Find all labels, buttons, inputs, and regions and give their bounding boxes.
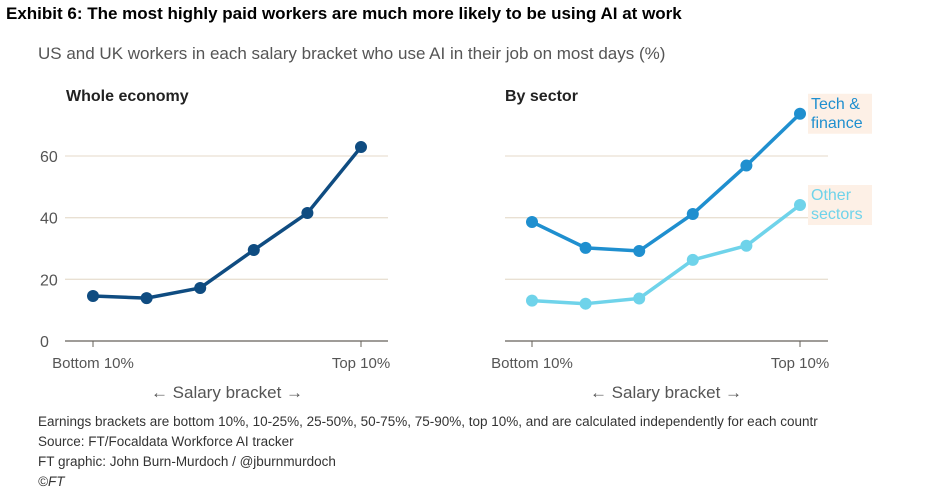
x-axis-label: ← Salary bracket → xyxy=(590,383,742,402)
panel-title: Whole economy xyxy=(66,88,189,105)
data-point xyxy=(686,207,699,220)
panel-title: By sector xyxy=(505,88,578,105)
data-point xyxy=(247,244,260,257)
series-label: Tech & xyxy=(811,96,860,113)
series-label: Other xyxy=(811,187,852,204)
data-point xyxy=(194,281,207,294)
series-label-background xyxy=(808,185,872,226)
x-axis-label: ← Salary bracket → xyxy=(151,383,303,402)
series-label: sectors xyxy=(811,206,863,223)
data-point xyxy=(526,294,538,307)
footnote-brackets: Earnings brackets are bottom 10%, 10-25%… xyxy=(38,414,818,429)
y-tick-label: 0 xyxy=(40,334,49,351)
data-point xyxy=(355,141,367,154)
x-tick-label: Bottom 10% xyxy=(491,355,573,372)
data-point xyxy=(301,207,314,220)
series-line xyxy=(531,203,802,306)
data-point xyxy=(579,241,592,254)
exhibit-title: Exhibit 6: The most highly paid workers … xyxy=(6,4,682,23)
footnote-credit: FT graphic: John Burn-Murdoch / @jburnmu… xyxy=(38,454,336,469)
x-tick-label: Top 10% xyxy=(332,355,390,372)
data-point xyxy=(633,292,646,305)
chart-subtitle: US and UK workers in each salary bracket… xyxy=(38,44,666,63)
data-point xyxy=(794,199,806,212)
series-label-background xyxy=(808,93,872,134)
y-tick-label: 40 xyxy=(40,211,58,228)
series-label: finance xyxy=(811,115,863,132)
data-point xyxy=(87,289,99,302)
data-point xyxy=(140,292,153,305)
series-line xyxy=(92,145,363,300)
footnote-copyright: ©FT xyxy=(38,474,65,489)
x-tick-label: Top 10% xyxy=(771,355,829,372)
data-point xyxy=(633,244,646,257)
x-tick-label: Bottom 10% xyxy=(52,355,134,372)
data-point xyxy=(686,253,699,266)
data-point xyxy=(526,215,538,228)
data-point xyxy=(794,107,806,120)
y-tick-label: 60 xyxy=(40,149,58,166)
data-point xyxy=(579,297,592,310)
data-point xyxy=(740,159,753,172)
series-line xyxy=(531,112,802,253)
footnote-source: Source: FT/Focaldata Workforce AI tracke… xyxy=(38,434,294,449)
y-tick-label: 20 xyxy=(40,272,58,289)
data-point xyxy=(740,239,753,252)
